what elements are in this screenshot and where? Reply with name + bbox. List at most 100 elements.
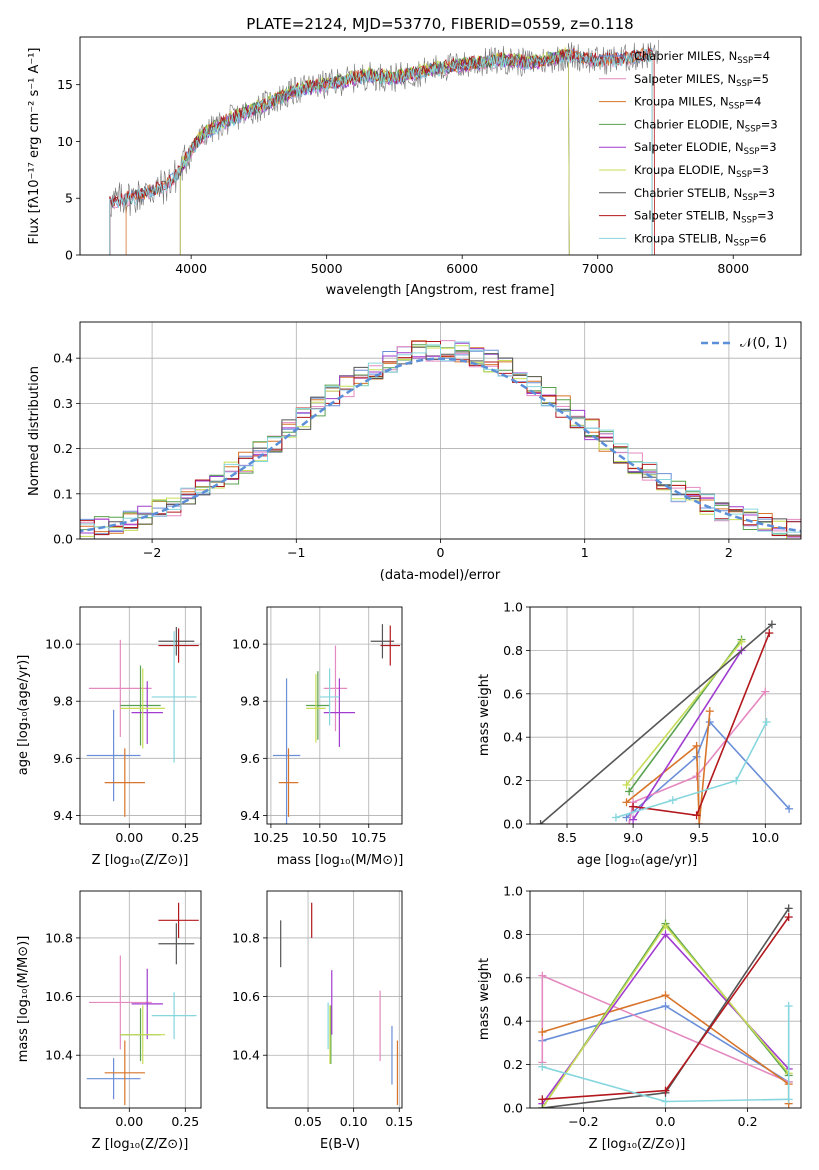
normal-curve-line — [80, 357, 801, 533]
x-tick-label: 10.25 — [253, 830, 289, 845]
mass-vs-ebv-panel: 0.05 0.10 0.15 10.4 10.6 10.8 — [232, 890, 413, 1129]
legend-label: Salpeter STELIB, NSSP=3 — [634, 209, 774, 226]
errorbar-point — [278, 748, 299, 817]
y-tick-label: 9.6 — [240, 751, 260, 766]
plus-marker — [622, 798, 631, 807]
plus-marker — [737, 637, 746, 646]
plot-area — [109, 39, 659, 255]
errorbar-point — [131, 681, 163, 745]
legend-subscript: SSP — [736, 79, 752, 89]
spectrum-title: PLATE=2124, MJD=53770, FIBERID=0559, z=0… — [246, 15, 633, 33]
plus-marker — [661, 991, 670, 1000]
y-tick-label: 9.4 — [53, 808, 73, 823]
x-tick-label: 8.5 — [557, 830, 577, 845]
mass-z-ylabel: mass [log₁₀(M/M⊙)] — [16, 936, 31, 1063]
y-tick-label: 5 — [65, 191, 73, 206]
errorbar-point — [104, 1040, 145, 1106]
y-tick-label: 0.1 — [53, 486, 73, 501]
y-tick-label: 10 — [57, 134, 73, 149]
plus-marker — [765, 629, 774, 638]
x-tick-label: 5000 — [311, 261, 343, 276]
gridlines — [267, 891, 402, 1108]
errorbar-point — [151, 631, 197, 763]
mass-weight-line — [625, 720, 790, 819]
gridlines — [80, 891, 201, 1108]
plot-area — [80, 340, 801, 539]
spectrum-panel: 4000 5000 6000 7000 8000 0 5 10 15 — [57, 36, 802, 276]
y-tick-label: 0.6 — [503, 686, 523, 701]
errorbar-point — [306, 674, 326, 743]
y-tick-label: 0.0 — [503, 1101, 523, 1116]
y-tick-label: 9.6 — [53, 751, 73, 766]
age-z-ylabel: age [log₁₀(age/yr)] — [16, 655, 31, 776]
y-tick-label: 0.2 — [53, 441, 73, 456]
x-tick-label: 10.0 — [751, 830, 779, 845]
errorbar-point — [158, 923, 195, 965]
legend-count: =3 — [758, 186, 775, 200]
y-tick-label: 0.4 — [503, 730, 523, 745]
x-tick-label: −2 — [143, 545, 161, 560]
legend-count: =3 — [760, 140, 777, 154]
plus-marker — [661, 921, 670, 930]
y-tick-label: 1.0 — [503, 600, 523, 615]
y-tick-label: 10.6 — [45, 989, 73, 1004]
errorbar-point — [323, 678, 356, 747]
weight-vs-metallicity-panel: −0.2 0.0 0.2 0.0 0.2 0.4 0.6 0.8 1.0 — [503, 884, 802, 1129]
legend-subscript: SSP — [737, 56, 753, 66]
legend-label: Salpeter MILES, NSSP=5 — [634, 72, 769, 89]
y-tick-label: 0 — [65, 248, 73, 263]
plus-marker — [538, 971, 547, 980]
residuals-legend: 𝒩(0, 1) — [701, 336, 787, 351]
errorbar-point — [158, 626, 195, 656]
x-tick-label: −0.2 — [568, 1114, 598, 1129]
x-tick-label: 0.25 — [171, 830, 199, 845]
plus-marker — [692, 772, 701, 781]
y-tick-label: 0.2 — [503, 773, 523, 788]
plot-area — [86, 902, 199, 1106]
errorbar-point — [104, 748, 145, 817]
plus-marker — [538, 1062, 547, 1071]
errorbar-point — [158, 628, 199, 663]
x-tick-label: 8000 — [717, 261, 749, 276]
axes-frame — [266, 890, 403, 1109]
y-tick-label: 9.8 — [53, 694, 73, 709]
legend-subscript: SSP — [742, 193, 758, 203]
plot-area — [536, 620, 794, 824]
spectrum-xlabel: wavelength [Angstrom, rest frame] — [326, 283, 555, 298]
y-tick-label: 0.8 — [503, 643, 523, 658]
mass-weight-line — [542, 1006, 790, 1103]
y-tick-label: 10.4 — [45, 1048, 73, 1063]
plus-marker — [538, 1095, 547, 1104]
plot-area — [280, 902, 399, 1106]
y-tick-label: 10.6 — [232, 989, 260, 1004]
x-tick-label: 0.0 — [656, 1114, 676, 1129]
legend-count: =3 — [761, 117, 778, 131]
legend-label: Chabrier ELODIE, NSSP=3 — [634, 117, 778, 134]
residuals-ylabel: Normed distribution — [27, 366, 42, 496]
plus-marker — [695, 820, 704, 824]
plus-marker — [625, 820, 634, 824]
y-tick-label: 10.0 — [45, 637, 73, 652]
plus-marker — [661, 1002, 670, 1011]
legend-label: Kroupa MILES, NSSP=4 — [634, 95, 761, 112]
age-vs-mass-panel: 10.25 10.50 10.75 9.4 9.6 9.8 10.0 — [232, 606, 403, 845]
mass-vs-metallicity-panel: 0.00 0.25 10.4 10.6 10.8 — [45, 890, 202, 1129]
x-tick-label: 10.50 — [302, 830, 338, 845]
axes-frame — [266, 606, 403, 825]
errorbar-point — [120, 1005, 166, 1065]
errorbar-point — [120, 668, 166, 749]
y-tick-label: 0.3 — [53, 396, 73, 411]
errorbar-point — [120, 665, 161, 746]
plus-marker — [784, 1095, 793, 1104]
residual-histogram-step — [80, 341, 801, 534]
plot-area — [538, 904, 793, 1108]
mass-weight-line — [632, 649, 743, 821]
legend-subscript: SSP — [736, 170, 752, 180]
mass-z-xlabel: Z [log₁₀(Z/Z⊙)] — [92, 1137, 189, 1152]
x-tick-label: 7000 — [582, 261, 614, 276]
legend-label: Chabrier STELIB, NSSP=3 — [634, 186, 775, 203]
x-tick-label: 9.5 — [689, 830, 709, 845]
plot-area — [272, 624, 401, 824]
errorbar-point — [272, 678, 301, 824]
